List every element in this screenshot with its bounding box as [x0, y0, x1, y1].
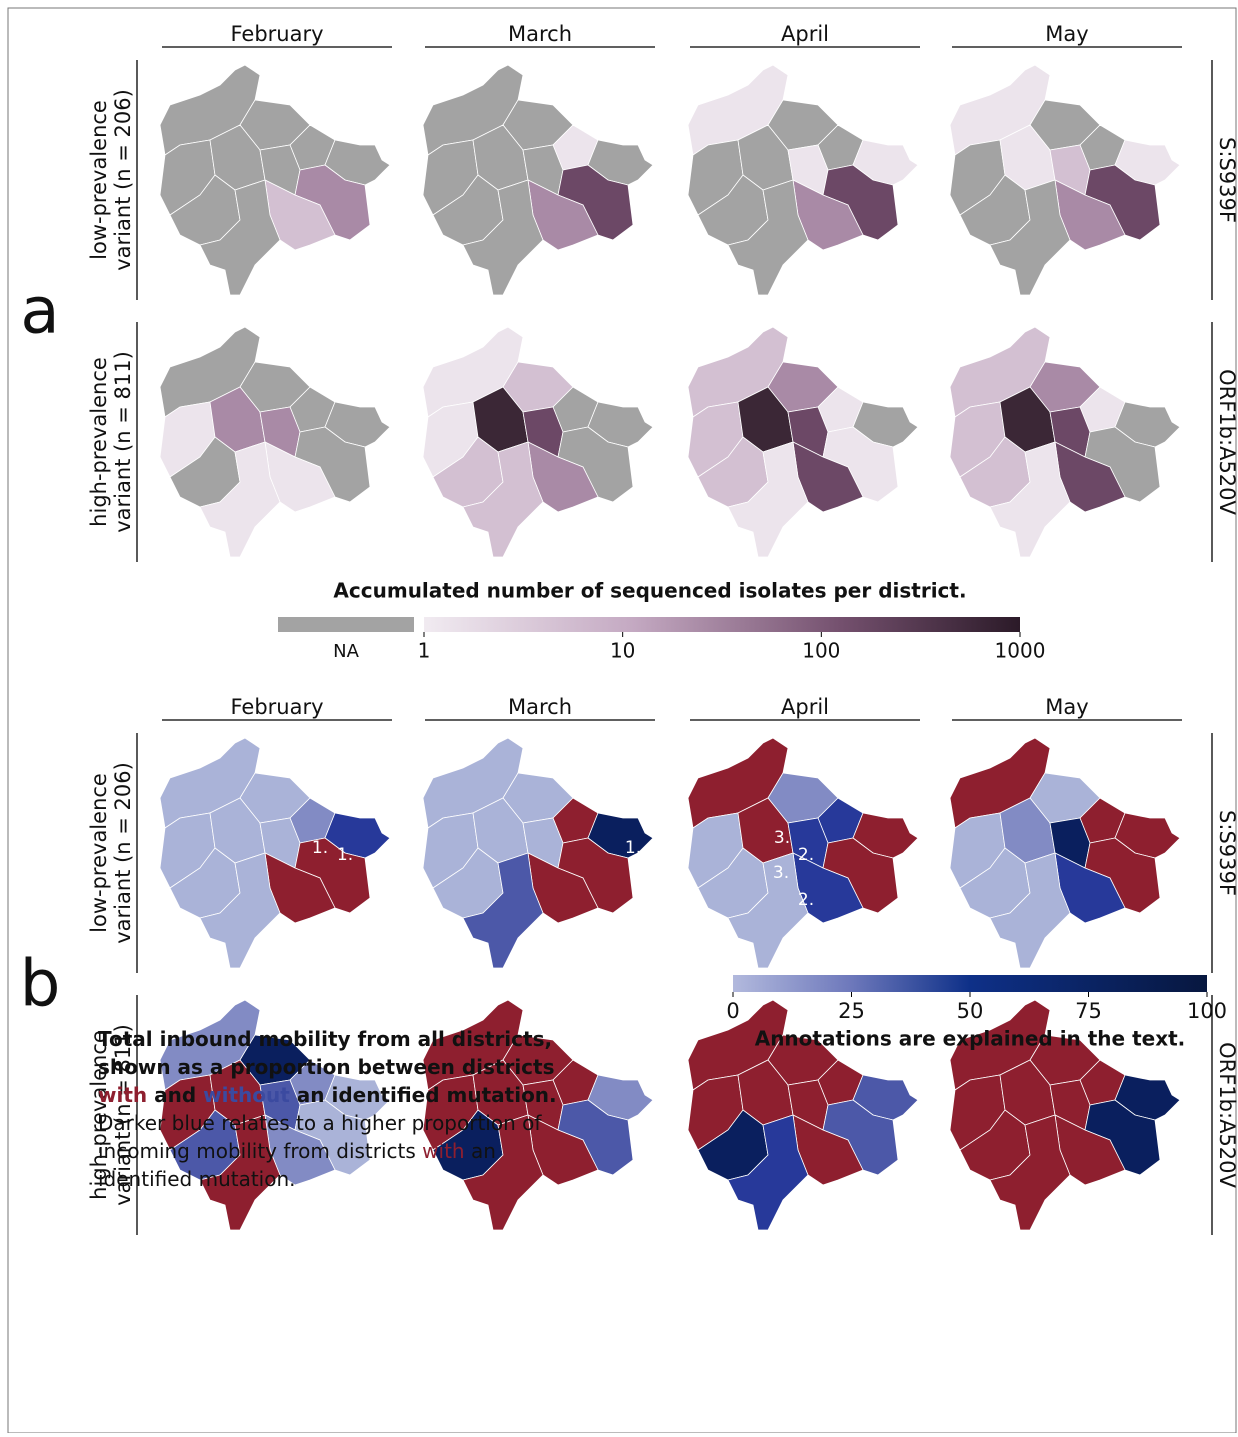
colorbar-tick-label: 1 [418, 639, 431, 663]
month-header: February [230, 695, 323, 719]
legend-line: identified mutation. [98, 1167, 296, 1191]
district-map [423, 65, 653, 295]
legend-line: with and without an identified mutation. [98, 1083, 557, 1107]
legend-text: with [98, 1083, 147, 1107]
month-header: April [781, 22, 829, 46]
legend-text: incoming mobility from districts [98, 1139, 422, 1163]
district-map [688, 327, 918, 557]
panel-label: b [20, 948, 61, 1022]
colorbar-tick-label: 50 [957, 999, 984, 1023]
annotation-note: Annotations are explained in the text. [755, 1027, 1186, 1051]
district-map [160, 65, 390, 295]
map-annotation: 2. [798, 845, 814, 865]
map-annotation: 3. [774, 828, 790, 848]
district-map: 1. 1. [160, 738, 390, 968]
colorbar-tick-label: 100 [1187, 999, 1227, 1023]
panel-label: a [20, 275, 59, 349]
month-header: May [1045, 695, 1088, 719]
legend-line: shown as a proportion between districts [98, 1055, 555, 1079]
row-label: low-prevalence [87, 773, 111, 933]
row-label: variant (n = 206) [111, 762, 135, 944]
colorbar-tick-label: 10 [610, 639, 635, 663]
map-annotation: 1. [625, 838, 641, 858]
colorbar [424, 617, 1020, 632]
mutation-label: ORF1b:A520V [1215, 1042, 1238, 1188]
mutation-label: S:S939F [1215, 810, 1238, 896]
legend-line: incoming mobility from districts with an [98, 1139, 496, 1163]
district-map: 1. [423, 738, 653, 968]
map-annotation: 1. [337, 845, 353, 865]
row-label: high-prevalence [87, 357, 111, 527]
colorbar-title: Accumulated number of sequenced isolates… [333, 579, 966, 603]
legend-text: with [422, 1139, 464, 1163]
legend-text: shown as a proportion between districts [98, 1055, 555, 1079]
month-header: April [781, 695, 829, 719]
legend-line: Total inbound mobility from all district… [98, 1027, 552, 1051]
district-map [160, 327, 390, 557]
legend-text: an identified mutation. [290, 1083, 557, 1107]
map-annotation: 3. [773, 863, 789, 883]
month-header: March [508, 695, 572, 719]
map-annotation: 2. [798, 890, 814, 910]
district-map [950, 65, 1180, 295]
mutation-label: ORF1b:A520V [1215, 369, 1238, 515]
row-label: variant (n = 811) [111, 351, 135, 533]
legend-text: an [465, 1139, 496, 1163]
row-label: low-prevalence [87, 100, 111, 260]
colorbar-tick-label: 100 [802, 639, 840, 663]
colorbar [733, 975, 1207, 992]
district-map: 3. 2. 3. 2. [688, 738, 918, 968]
map-annotation: 1. [312, 838, 328, 858]
month-header: May [1045, 22, 1088, 46]
district-map [423, 327, 653, 557]
district-map [688, 65, 918, 295]
legend-line: Darker blue relates to a higher proporti… [98, 1111, 542, 1135]
colorbar-tick-label: 25 [838, 999, 865, 1023]
legend-text: without [203, 1083, 290, 1107]
legend-text: identified mutation. [98, 1167, 296, 1191]
district-map [950, 327, 1180, 557]
na-swatch [278, 617, 414, 632]
legend-text: Darker blue relates to a higher proporti… [98, 1111, 542, 1135]
colorbar-tick-label: 1000 [995, 639, 1046, 663]
na-label: NA [333, 641, 359, 662]
legend-text: Total inbound mobility from all district… [98, 1027, 552, 1051]
legend-text: and [147, 1083, 203, 1107]
colorbar-tick-label: 0 [726, 999, 739, 1023]
colorbar-tick-label: 75 [1075, 999, 1102, 1023]
mutation-label: S:S939F [1215, 137, 1238, 223]
month-header: March [508, 22, 572, 46]
figure: FebruaryMarchAprilMaylow-prevalencevaria… [0, 0, 1238, 1433]
row-label: variant (n = 206) [111, 89, 135, 271]
month-header: February [230, 22, 323, 46]
district-map [950, 738, 1180, 968]
